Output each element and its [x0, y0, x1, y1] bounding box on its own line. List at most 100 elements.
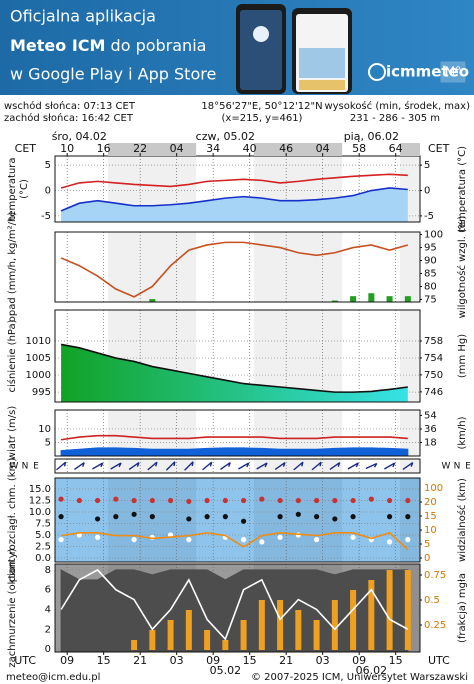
panel — [55, 410, 420, 456]
wind-arrow — [74, 461, 85, 471]
y2-tick-label: 0 — [424, 186, 430, 197]
bar — [331, 600, 338, 650]
cloud-dot — [204, 514, 210, 520]
cloud-dot — [94, 516, 101, 522]
y-tick-label: 15.0 — [29, 484, 51, 495]
x-tick-label: 64 — [389, 142, 403, 155]
cloud-dot — [350, 534, 356, 540]
y2-tick-label: 5 — [424, 160, 430, 171]
time-zone-label: UTC — [14, 654, 36, 667]
wind-arrow — [147, 461, 158, 471]
bar — [404, 570, 411, 650]
y2-tick-label: 100 — [424, 230, 443, 241]
y2-tick-label: 36 — [424, 424, 437, 435]
series-line — [60, 241, 409, 298]
wind-arrow — [365, 462, 378, 470]
bar — [368, 580, 375, 650]
night-strip — [253, 143, 343, 156]
y-tick-label: 0 — [45, 644, 51, 655]
bar — [131, 640, 138, 650]
x-tick-label: 10 — [60, 142, 74, 155]
x-tick-label: 40 — [243, 142, 257, 155]
cloud-dot — [222, 497, 228, 504]
cloud-dot — [295, 511, 301, 517]
cloud-dot — [131, 497, 137, 504]
cloud-dot — [58, 537, 64, 543]
panel-frame — [54, 309, 421, 403]
panel-bg — [55, 459, 420, 473]
wind-arrow — [384, 462, 396, 470]
series-line — [60, 343, 408, 393]
night-strip — [399, 143, 420, 156]
night-band — [399, 478, 420, 562]
banner-bold: Meteo ICM — [10, 36, 105, 55]
bar — [386, 570, 393, 650]
night-band — [253, 478, 343, 562]
cloud-dot — [332, 516, 338, 522]
y2-tick-label: 10 — [424, 525, 437, 536]
cloud-dot — [58, 514, 64, 520]
direction-label: N — [22, 462, 29, 472]
footer-email[interactable]: meteo@icm.edu.pl — [6, 672, 100, 683]
y-tick-label: 5 — [45, 437, 51, 448]
wind-arrow — [165, 461, 176, 471]
y2-axis-title: widzialność (km) — [456, 478, 468, 562]
x-tick-label: 58 — [352, 142, 366, 155]
wind-arrow — [293, 461, 304, 471]
y-axis-title: ciśnienie (hPa) — [6, 319, 18, 392]
logo-badge: M° — [445, 65, 461, 79]
y-tick-label: 6 — [45, 585, 51, 596]
cloud-dot — [94, 534, 101, 540]
y-tick-label: 4 — [45, 604, 51, 615]
night-band — [399, 310, 420, 402]
y-tick-label: 10.0 — [29, 507, 51, 518]
direction-label: E — [33, 462, 39, 472]
y-tick-label: 0 — [45, 186, 51, 197]
panel-frame — [54, 409, 421, 457]
cloud-dot — [313, 497, 320, 504]
series-fill — [61, 187, 408, 222]
y-tick-label: 5.0 — [35, 530, 51, 541]
cloud-dot — [186, 498, 192, 505]
cloud-dot — [405, 514, 411, 520]
bar — [277, 600, 284, 650]
cloud-dot — [405, 497, 411, 504]
x-tick-label: 34 — [206, 142, 220, 155]
x-tick-label: 15 — [97, 654, 111, 667]
y2-tick-label: 80 — [424, 281, 437, 292]
direction-label: E — [465, 462, 471, 472]
cloud-dot — [113, 514, 119, 520]
y-axis-title: opad (mm/h, kg/m²/h) — [7, 212, 18, 323]
wind-arrow — [202, 461, 213, 471]
night-band — [253, 232, 343, 302]
night-band — [107, 478, 197, 562]
series-line — [60, 531, 409, 551]
bar — [149, 299, 156, 302]
cloud-dot — [259, 539, 265, 545]
y2-tick-label: 90 — [424, 256, 437, 267]
y-axis-unit: (°C) — [19, 179, 30, 199]
series-line — [60, 173, 408, 189]
bar — [386, 296, 393, 302]
height-values: 231 - 286 - 305 m — [350, 113, 440, 124]
banner-line: w Google Play i App Store — [10, 65, 216, 84]
logo-badge-box — [440, 61, 466, 83]
x-tick-label: 16 — [97, 142, 111, 155]
series-line — [60, 434, 408, 441]
cloud-dot — [94, 497, 101, 504]
cloud-dot — [277, 497, 283, 504]
y2-tick-label: 750 — [424, 370, 443, 381]
cloud-dot — [222, 514, 228, 520]
y2-tick-label: 754 — [424, 353, 443, 364]
y2-axis-title: wilgotność wzgl. (%) — [456, 216, 468, 319]
wind-arrow — [128, 461, 140, 471]
time-zone-label: CET — [15, 142, 37, 155]
y-tick-label: 8 — [45, 565, 51, 576]
direction-label: W — [442, 462, 451, 472]
panel-frame — [54, 458, 421, 474]
y-tick-label: 1000 — [26, 370, 51, 381]
bar — [350, 590, 357, 650]
logo: icmmeteo — [386, 63, 469, 81]
y2-top-label: 100 — [424, 483, 443, 494]
footer-copyright: © 2007-2025 ICM, Uniwersytet Warszawski — [251, 672, 468, 683]
